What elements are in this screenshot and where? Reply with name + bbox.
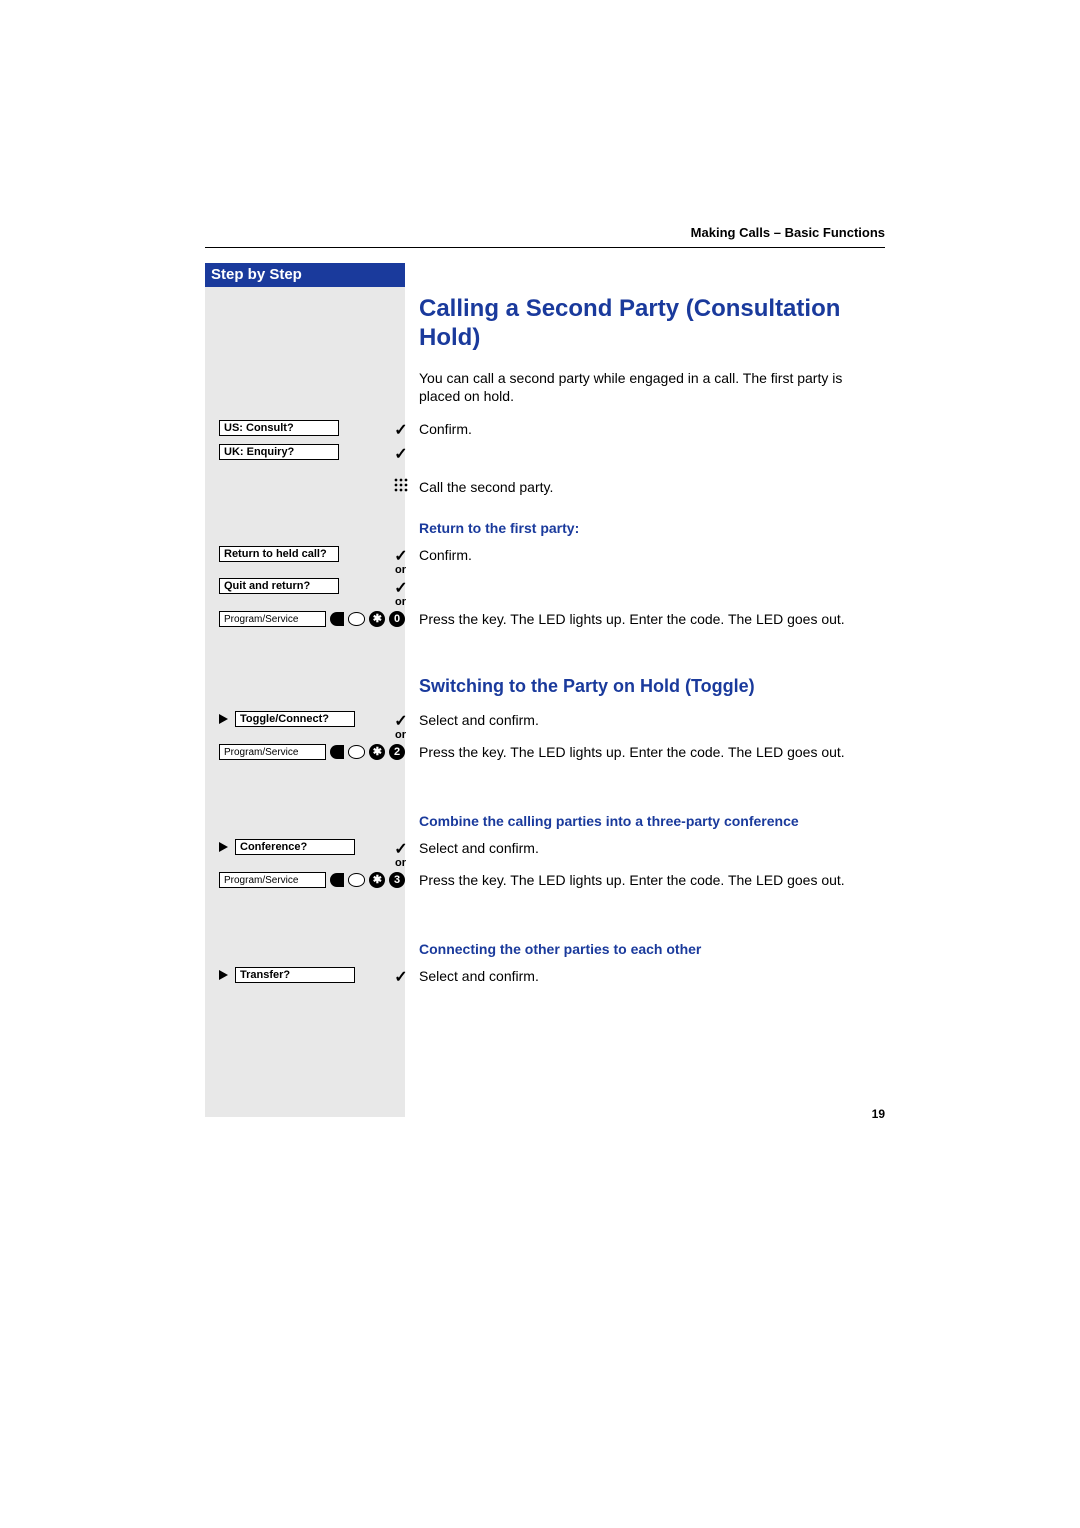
confirm-text: Confirm. (419, 421, 472, 437)
press-key-text-3: Press the key. The LED lights up. Enter … (419, 872, 845, 888)
select-confirm-text: Select and confirm. (419, 712, 539, 728)
check-icon: ✓ (391, 444, 411, 464)
step-return-held: Return to held call? ✓ or Confirm. (419, 546, 885, 576)
header-section: Making Calls – Basic Functions (691, 225, 885, 240)
subhead-return-first: Return to the first party: (419, 520, 885, 536)
display-uk-enquiry: UK: Enquiry? (219, 444, 339, 460)
check-icon: ✓ (391, 711, 411, 731)
press-key-text: Press the key. The LED lights up. Enter … (419, 611, 845, 627)
keypad-icon (391, 478, 411, 497)
key-3-icon: 3 (389, 872, 405, 888)
header-rule (205, 247, 885, 248)
press-key-text-2: Press the key. The LED lights up. Enter … (419, 744, 845, 760)
key-oval-icon (348, 873, 366, 887)
step-conference: Conference? ✓ or Select and confirm. (419, 839, 885, 869)
sidebar-body (205, 287, 405, 1117)
or-label: or (395, 857, 406, 869)
key-star-icon: ✱ (369, 744, 385, 760)
key-half-icon (330, 612, 344, 626)
step-program-service-0: Program/Service ✱ 0 Press the key. The L… (419, 610, 885, 654)
key-half-icon (330, 745, 344, 759)
display-quit-return: Quit and return? (219, 578, 339, 594)
step-program-service-3: Program/Service ✱ 3 Press the key. The L… (419, 871, 885, 927)
display-return-held: Return to held call? (219, 546, 339, 562)
program-service-label: Program/Service (219, 744, 326, 760)
page-number: 19 (872, 1107, 885, 1121)
check-icon: ✓ (391, 967, 411, 987)
call-second-text: Call the second party. (419, 479, 553, 495)
check-icon: ✓ (391, 546, 411, 566)
key-half-icon (330, 873, 344, 887)
step-uk-enquiry: UK: Enquiry? ✓ (419, 444, 885, 476)
main-content: Calling a Second Party (Consultation Hol… (419, 295, 885, 991)
key-oval-icon (348, 745, 366, 759)
program-service-label: Program/Service (219, 611, 326, 627)
or-label: or (395, 564, 406, 576)
step-transfer: Transfer? ✓ Select and confirm. (419, 967, 885, 989)
display-us-consult: US: Consult? (219, 420, 339, 436)
subhead-combine: Combine the calling parties into a three… (419, 813, 885, 829)
triangle-icon (219, 970, 228, 980)
display-toggle: Toggle/Connect? (235, 711, 355, 727)
or-label: or (395, 596, 406, 608)
or-label: or (395, 729, 406, 741)
step-toggle: Toggle/Connect? ✓ or Select and confirm. (419, 711, 885, 741)
step-quit-return: Quit and return? ✓ or (419, 578, 885, 608)
key-oval-icon (348, 612, 366, 626)
step-us-consult: US: Consult? ✓ Confirm. (419, 420, 885, 442)
select-confirm-text-3: Select and confirm. (419, 968, 539, 984)
display-conference: Conference? (235, 839, 355, 855)
sidebar-title: Step by Step (205, 263, 405, 287)
check-icon: ✓ (391, 420, 411, 440)
subhead-connecting: Connecting the other parties to each oth… (419, 941, 885, 957)
section-switching: Switching to the Party on Hold (Toggle) (419, 676, 885, 697)
key-0-icon: 0 (389, 611, 405, 627)
program-service-label: Program/Service (219, 872, 326, 888)
display-transfer: Transfer? (235, 967, 355, 983)
key-star-icon: ✱ (369, 611, 385, 627)
key-2-icon: 2 (389, 744, 405, 760)
intro-text: You can call a second party while engage… (419, 369, 885, 407)
page-title: Calling a Second Party (Consultation Hol… (419, 295, 885, 353)
check-icon: ✓ (391, 839, 411, 859)
check-icon: ✓ (391, 578, 411, 598)
confirm-text-2: Confirm. (419, 547, 472, 563)
key-star-icon: ✱ (369, 872, 385, 888)
select-confirm-text-2: Select and confirm. (419, 840, 539, 856)
triangle-icon (219, 714, 228, 724)
step-call-second: Call the second party. (419, 478, 885, 506)
triangle-icon (219, 842, 228, 852)
step-program-service-2: Program/Service ✱ 2 Press the key. The L… (419, 743, 885, 799)
